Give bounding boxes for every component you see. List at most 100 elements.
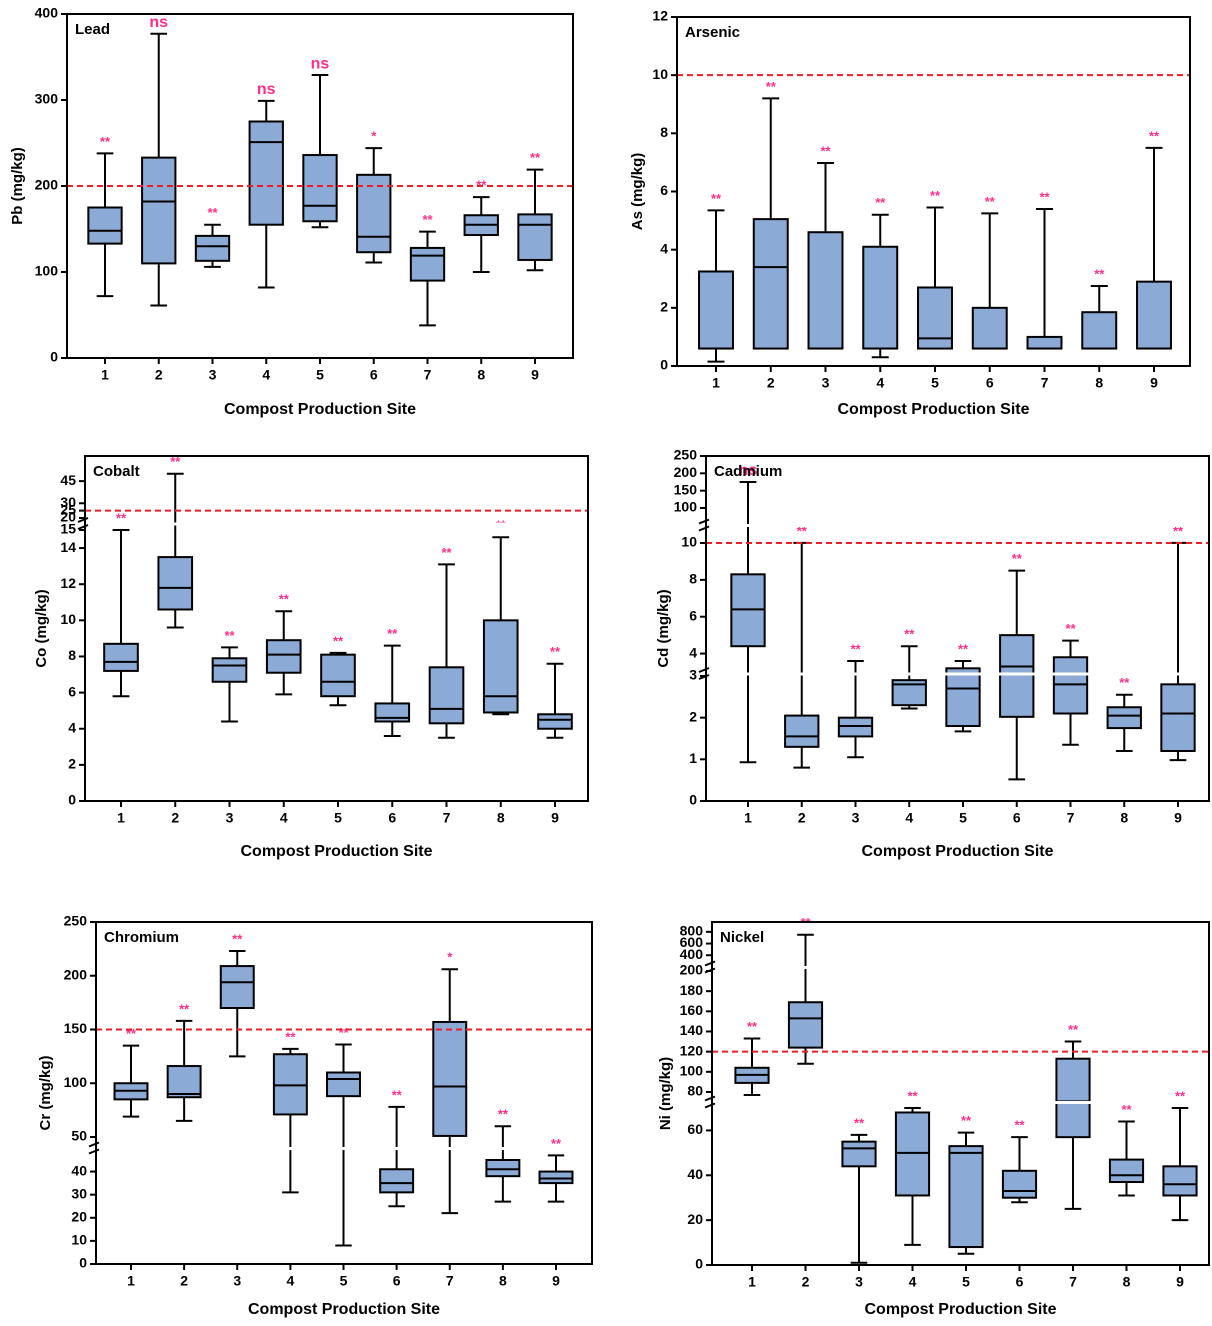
significance-label: ** [904,627,915,642]
y-axis-label: As (mg/kg) [629,153,646,231]
panel-title: Cadmium [714,463,782,480]
significance-label: ** [224,628,235,643]
box [538,714,572,728]
significance-label: ns [311,55,330,72]
y-tick-label: 2 [689,708,697,724]
significance-label: ** [441,545,452,560]
box [1161,684,1194,751]
x-tick-label: 3 [226,810,234,826]
significance-label: ** [338,1025,349,1040]
y-tick-label: 8 [660,124,668,140]
y-tick-label: 1 [689,750,697,766]
significance-label: ** [711,191,722,206]
panel-title: Lead [75,21,110,38]
significance-label: ** [279,592,290,607]
x-tick-label: 8 [1123,1274,1131,1290]
axis-break-mark [89,1143,99,1147]
y-tick-label: 100 [64,1074,88,1090]
y-tick-label: 2 [660,299,668,315]
significance-label: ** [550,644,561,659]
y-tick-label: 140 [680,1022,704,1038]
y-tick-label: 80 [687,1083,703,1099]
significance-label: ** [961,1113,972,1128]
box [158,557,192,609]
significance-label: ** [1012,551,1023,566]
x-tick-label: 7 [424,367,432,383]
box [196,236,229,261]
box [411,248,444,281]
significance-label: ** [985,194,996,209]
significance-label: ** [1039,189,1050,204]
box [274,1054,307,1114]
significance-label: ** [100,134,111,149]
x-tick-label: 1 [101,367,109,383]
y-tick-label: 20 [71,1208,87,1224]
significance-label: ** [179,1001,190,1016]
box [1003,1171,1036,1198]
x-tick-label: 5 [962,1274,970,1290]
x-tick-label: 2 [155,367,163,383]
significance-label: ** [875,195,886,210]
y-tick-label: 30 [71,1185,87,1201]
x-tick-label: 3 [822,375,830,391]
significance-label: ** [820,143,831,158]
panel-title: Nickel [720,929,764,946]
box [1163,1166,1196,1195]
y-tick-label: 8 [689,571,697,587]
y-tick-label: 0 [660,357,668,373]
box [973,308,1007,349]
box [1000,635,1033,717]
y-axis-label: Pb (mg/kg) [9,147,26,225]
y-tick-label: 20 [687,1211,703,1227]
y-tick-label: 10 [60,611,76,627]
y-tick-label: 250 [64,913,88,929]
box [540,1172,573,1184]
x-tick-label: 2 [767,375,775,391]
box [518,214,551,260]
significance-label: ** [854,1115,865,1130]
x-tick-label: 9 [551,810,559,826]
significance-label: ** [126,1026,137,1041]
x-tick-label: 4 [262,367,270,383]
x-tick-label: 4 [286,1273,294,1289]
y-axis-label: Cr (mg/kg) [37,1055,54,1130]
plot-frame [706,456,1209,801]
panel-title: Chromium [104,929,179,946]
y-tick-label: 200 [674,464,698,480]
x-tick-label: 1 [748,1274,756,1290]
x-tick-label: 6 [370,367,378,383]
box [842,1142,875,1167]
axis-break-gap [714,1101,1207,1104]
x-tick-label: 9 [1150,375,1158,391]
y-tick-label: 12 [60,575,76,591]
x-tick-label: 8 [1120,810,1128,826]
axis-break-mark [705,1104,715,1108]
box [486,1160,519,1176]
box [221,966,254,1008]
x-tick-label: 5 [931,375,939,391]
x-tick-label: 6 [1013,810,1021,826]
y-tick-label: 4 [68,719,76,735]
x-tick-label: 3 [852,810,860,826]
box [321,655,355,697]
box [863,247,897,349]
axis-break-mark [78,525,88,529]
significance-label: ** [207,205,218,220]
box [946,668,979,726]
y-tick-label: 60 [687,1121,703,1137]
y-tick-label: 150 [674,481,698,497]
box [250,122,283,225]
x-tick-label: 8 [1095,375,1103,391]
axis-break-gap [708,524,1207,527]
x-tick-label: 4 [876,375,884,391]
box [104,644,138,671]
significance-label: ** [422,212,433,227]
x-tick-label: 2 [180,1273,188,1289]
x-tick-label: 3 [855,1274,863,1290]
y-tick-label: 40 [687,1166,703,1182]
significance-label: * [447,950,453,965]
significance-label: ** [1065,621,1076,636]
x-tick-label: 7 [1069,1274,1077,1290]
x-axis-label: Compost Production Site [838,401,1030,418]
box [88,208,121,244]
